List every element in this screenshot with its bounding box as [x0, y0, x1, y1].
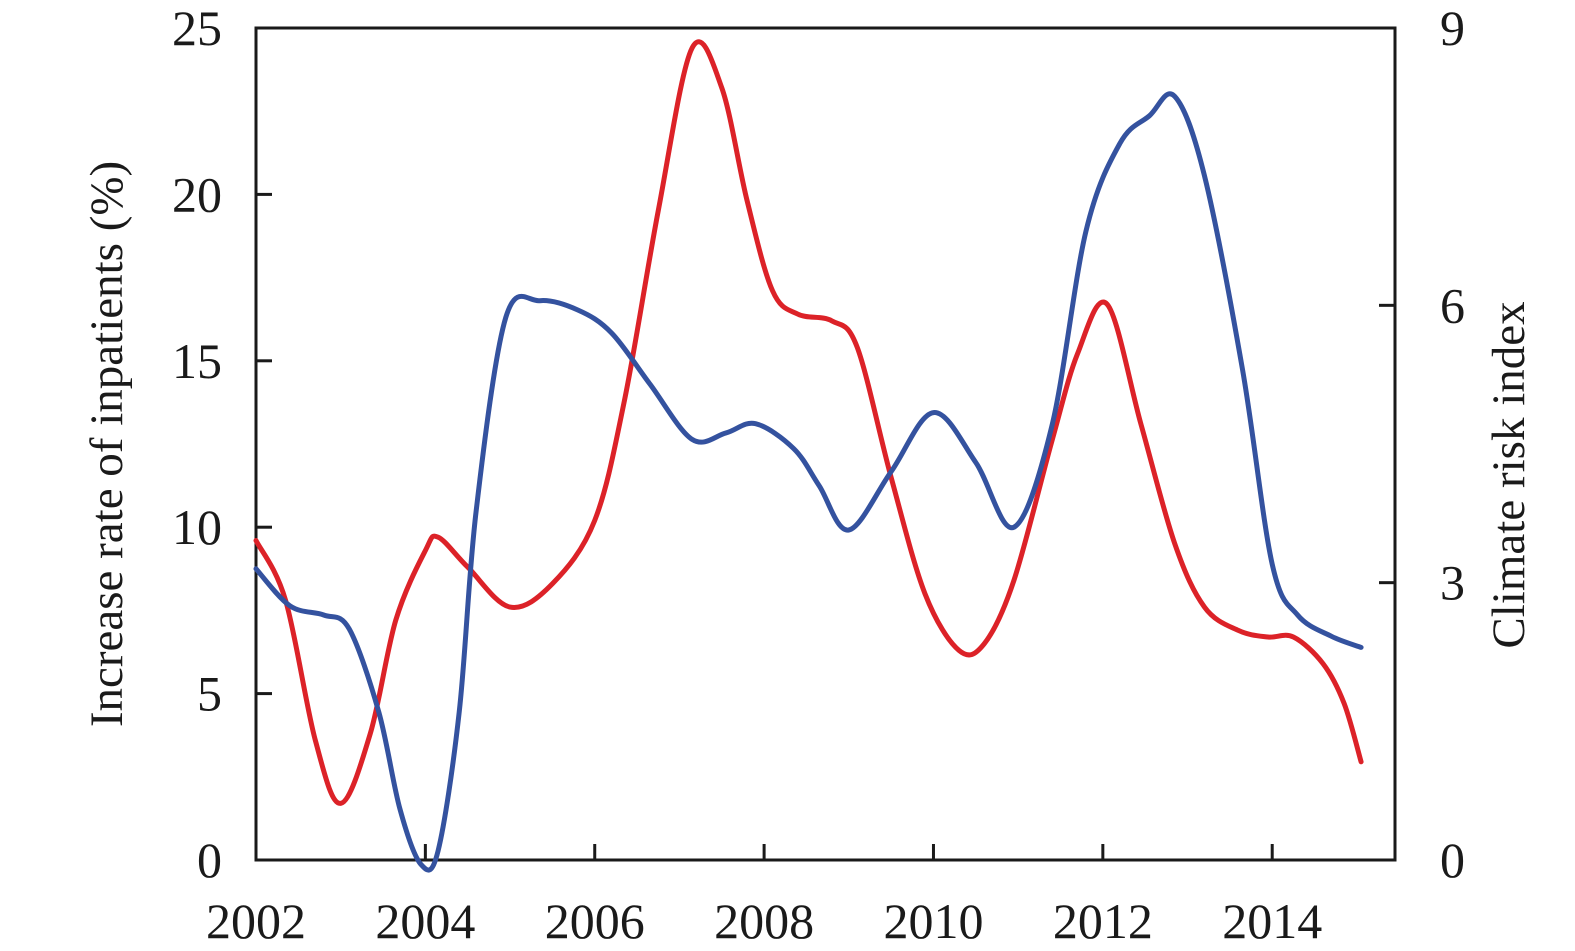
left-tick-label-10: 10	[172, 499, 222, 555]
right-tick-label-3: 3	[1440, 555, 1465, 611]
right-tick-label-0: 0	[1440, 832, 1465, 888]
left-tick-label-25: 25	[172, 0, 222, 56]
left-tick-label-0: 0	[197, 832, 222, 888]
plot-frame	[254, 26, 1397, 862]
x-tick-label-2014: 2014	[1222, 893, 1322, 949]
right-axis-title: Climate risk index	[1483, 301, 1535, 648]
x-tick-label-2008: 2008	[714, 893, 814, 949]
x-tick-label-2002: 2002	[206, 893, 306, 949]
left-tick-label-20: 20	[172, 166, 222, 222]
left-axis-title: Increase rate of inpatients (%)	[81, 161, 133, 727]
right-tick-label-6: 6	[1440, 277, 1465, 333]
left-tick-label-5: 5	[197, 666, 222, 722]
series-line-climate-risk	[253, 91, 1364, 873]
x-tick-label-2006: 2006	[545, 893, 645, 949]
right-tick-label-9: 9	[1440, 0, 1465, 56]
x-tick-label-2004: 2004	[375, 893, 475, 949]
x-tick-label-2010: 2010	[883, 893, 983, 949]
series-line-inpatients	[253, 39, 1364, 806]
x-tick-label-2012: 2012	[1053, 893, 1153, 949]
left-tick-label-15: 15	[172, 333, 222, 389]
